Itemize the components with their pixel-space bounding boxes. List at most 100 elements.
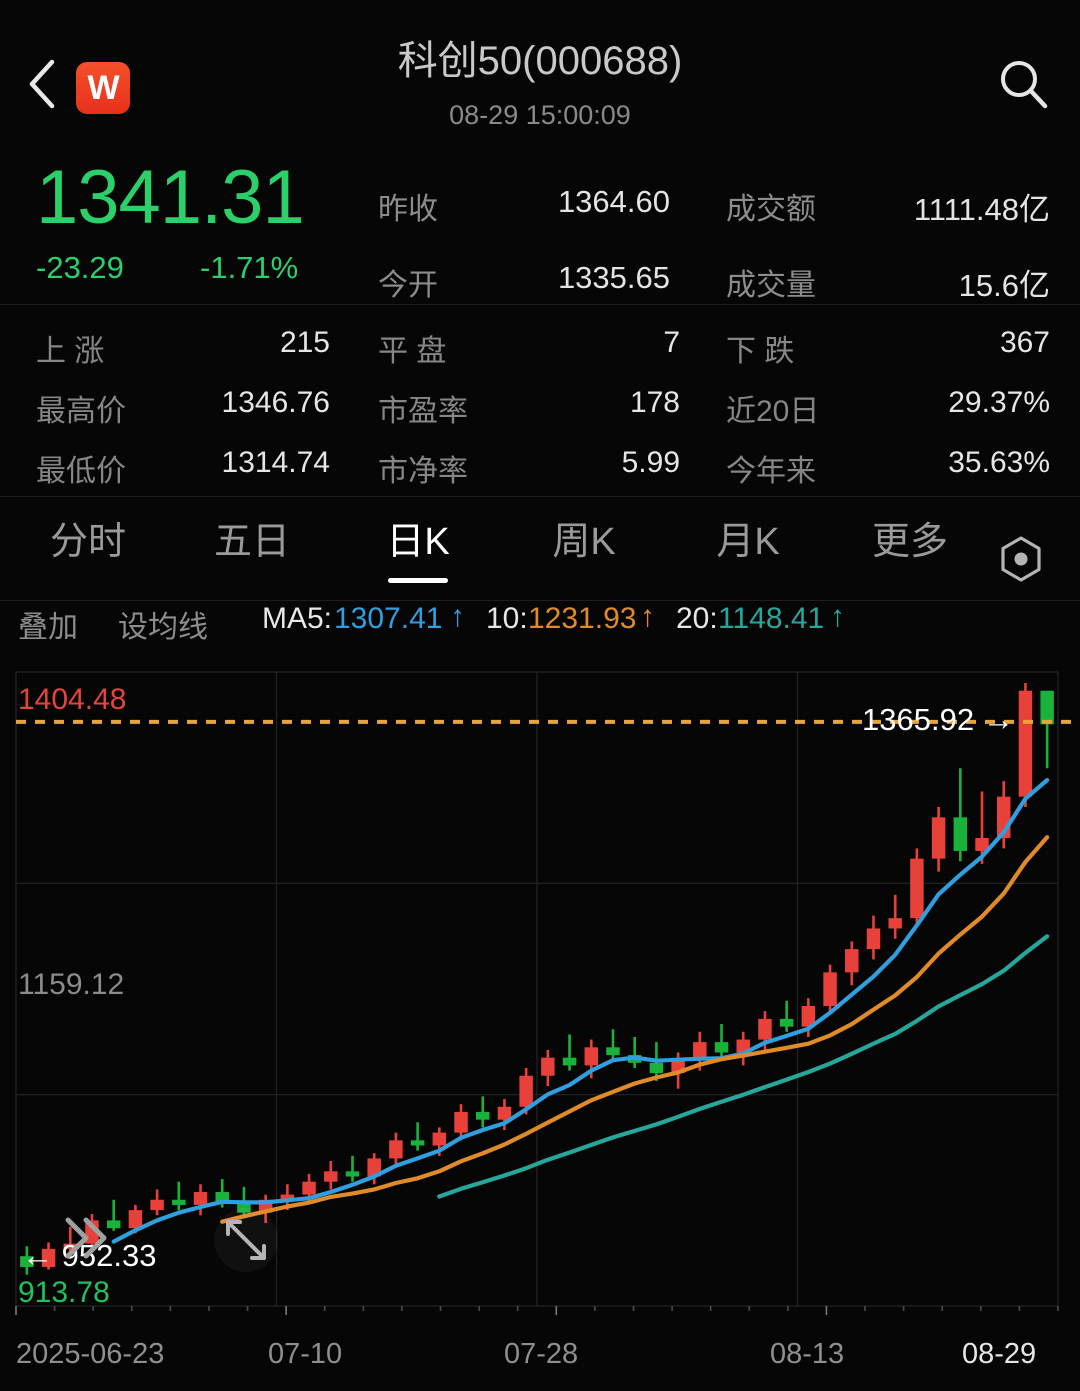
hexagon-settings-icon[interactable] [992,530,1050,588]
stat-label-high: 最高价 [36,395,126,428]
arrow-right-icon: → [982,702,1014,737]
ma-line-ma20 [437,934,1050,1199]
candle-body [1018,690,1033,797]
candle-body [823,972,837,1006]
tab-daily-k[interactable]: 日K [386,521,450,563]
resize-diagonal-icon[interactable] [214,1208,278,1272]
candle-body [1040,690,1054,725]
candle-body [714,1042,729,1053]
tab-more[interactable]: 更多 [871,521,948,563]
x-tick-label-0: 2025-06-23 [16,1338,165,1370]
ma5-value: 1307.41 [334,602,443,635]
arrow-left-icon: ← [22,1238,53,1273]
stat-label-low: 最低价 [36,455,126,488]
quote-label-volume: 成交量 [726,269,816,302]
stats-grid: 上 涨 215 平 盘 7 下 跌 367 最高价 1346.76 市盈率 17… [0,296,1080,488]
ma-settings-bar: 叠加 设均线 MA5: 1307.41 ↑ 10: 1231.93 ↑ 20: … [0,584,1080,656]
stat-label-20day: 近20日 [726,395,820,428]
candle-body [953,817,968,851]
candle-body [345,1171,360,1177]
candle-body [128,1210,143,1229]
stat-value-decliners: 367 [999,326,1050,359]
candle-body [475,1111,490,1120]
candle-body [866,928,881,950]
candle-body [302,1181,316,1195]
candle-body [410,1140,425,1146]
search-icon[interactable] [994,55,1052,113]
app-header: W 科创50(000688) 08-29 15:00:09 [0,0,1080,148]
quote-label-open: 今开 [378,269,438,302]
candle-body [562,1057,577,1066]
stat-value-ytd: 35.63% [948,446,1050,479]
divider-stats [0,496,1080,497]
current-price: 1341.31 [36,155,305,240]
set-ma-button[interactable]: 设均线 [118,611,208,644]
candle-body [63,1243,78,1249]
candle-body [367,1158,381,1177]
stat-label-unchanged: 平 盘 [378,335,447,368]
candle-body [172,1199,186,1205]
overlay-button[interactable]: 叠加 [18,611,78,644]
stat-value-low: 1314.74 [221,446,330,479]
price-change: -23.29 [36,250,124,285]
annotation-period-low: ← 952.33 [22,1238,156,1274]
chart-canvas[interactable] [0,656,1080,1316]
candle-body [584,1047,599,1066]
stat-value-advancers: 215 [279,326,330,359]
double-chevron-right-icon[interactable] [58,1212,114,1264]
annotation-high-value: 1365.92 [862,702,975,737]
divider-tabs [0,600,1080,601]
candle-body [845,949,859,973]
quote-summary: 1341.31 -23.29 -1.71% 昨收 1364.60 成交额 111… [0,148,1080,303]
tab-five-day[interactable]: 五日 [213,521,290,563]
stat-value-pe: 178 [629,386,680,419]
candle-body [193,1192,208,1205]
stat-label-pb: 市净率 [378,455,468,488]
ma5-label: MA5: [262,602,333,635]
candle-body [519,1075,533,1107]
x-tick-label-4: 08-29 [962,1338,1037,1370]
back-icon[interactable] [22,56,62,112]
quote-value-turnover: 1111.48亿 [913,192,1050,227]
candle-body [541,1057,555,1076]
stat-value-unchanged: 7 [663,326,680,359]
quote-label-prev-close: 昨收 [378,193,438,226]
candle-body [41,1248,56,1267]
stat-value-high: 1346.76 [221,386,330,419]
axis-label-max: 1404.48 [18,683,127,716]
candle-body [693,1042,707,1061]
quote-value-prev-close: 1364.60 [557,184,670,219]
candle-body [20,1256,34,1267]
active-tab-underline [388,578,448,583]
tab-monthly-k[interactable]: 月K [716,521,780,563]
tab-weekly-k[interactable]: 周K [552,521,616,563]
candle-body [606,1047,620,1056]
quote-label-turnover: 成交额 [726,193,816,226]
candle-body [497,1106,512,1120]
ma20-trend-arrow-icon: ↑ [830,600,845,633]
stat-label-decliners: 下 跌 [726,335,795,368]
candle-body [432,1132,447,1146]
candle-body [106,1220,121,1229]
candle-body [975,838,989,851]
page-title: 科创50(000688) [397,39,683,83]
app-logo[interactable]: W [76,62,130,114]
candlestick-chart[interactable] [0,656,1080,1316]
candle-body [150,1199,164,1211]
quote-timestamp: 08-29 15:00:09 [449,100,631,130]
candle-body [758,1018,772,1040]
price-change-percent: -1.71% [200,250,299,285]
x-axis-labels: 2025-06-23 07-10 07-28 08-13 08-29 [0,1338,1080,1388]
candle-body [324,1171,338,1182]
candle-body [779,1018,794,1027]
axis-label-min: 913.78 [18,1276,110,1309]
candle-body [454,1111,468,1133]
axis-label-mid: 1159.12 [18,968,125,1001]
tab-intraday[interactable]: 分时 [49,521,126,563]
quote-value-open: 1335.65 [557,260,670,295]
candle-body [888,918,902,929]
ma5-trend-arrow-icon: ↑ [450,600,465,633]
ma-line-ma10 [220,835,1050,1224]
ma20-value: 1148.41 [718,602,825,635]
